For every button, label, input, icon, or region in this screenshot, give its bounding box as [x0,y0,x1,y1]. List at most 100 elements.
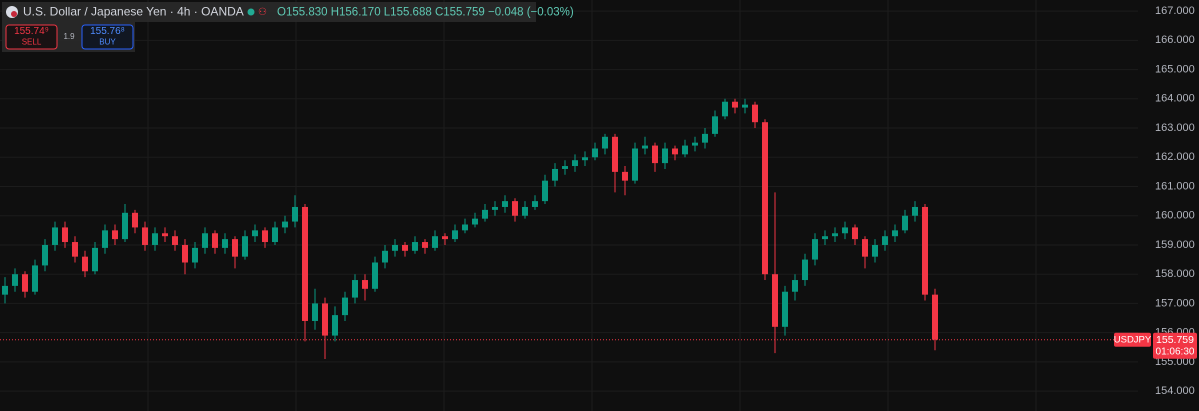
candle-body [612,136,618,172]
market-status[interactable] [247,8,255,16]
candle-body [662,148,668,164]
candle-body [562,166,568,169]
buy-label[interactable]: BUY [99,38,116,47]
price-tag-bg [1153,332,1197,359]
symbol-tag: USDJPY [1114,335,1152,346]
candle-body [252,230,258,237]
candle-body [482,209,488,219]
indicator-icon[interactable]: ⚇ [258,7,267,18]
candle-body [212,233,218,248]
candle-body [862,239,868,257]
candle-body [752,104,758,123]
y-tick-label: 165.000 [1155,63,1195,75]
candle-body [492,206,498,210]
candle-body [412,242,418,251]
candle-body [382,250,388,263]
candle-body [732,101,738,108]
candle-body [652,145,658,164]
candle-body [322,303,328,336]
candle-body [232,239,238,257]
candles [0,98,1138,359]
horizontal-grid [0,10,1138,392]
candle-body [202,233,208,248]
candle-body [932,294,938,340]
candle-body [242,236,248,257]
y-tick-label: 161.000 [1155,180,1195,192]
candle-body [642,145,648,149]
candle-body [222,239,228,248]
y-tick-label: 167.000 [1155,5,1195,17]
candle-body [882,236,888,245]
candle-body [922,206,928,295]
candle-body [902,215,908,231]
candle-body [702,133,708,143]
candle-body [362,280,368,289]
vertical-grid [147,0,1037,411]
spread: 1.9 [63,32,75,41]
y-tick-label: 162.000 [1155,151,1195,163]
candle-body [522,206,528,216]
candle-body [822,236,828,240]
candle-body [152,233,158,245]
symbol-tag-bg [1114,332,1151,347]
candle-body [142,227,148,245]
candle-body [462,224,468,231]
buy-button[interactable] [81,24,134,50]
candle-body [422,242,428,248]
candle-body [102,230,108,248]
symbol-title[interactable]: U.S. Dollar / Japanese Yen · 4h · OANDA [23,5,244,19]
candle-body [832,233,838,237]
candle-body [792,280,798,292]
candle-body [112,230,118,240]
y-tick-label: 166.000 [1155,34,1195,46]
candle-body [372,262,378,289]
legend-header: U.S. Dollar / Japanese Yen · 4h · OANDA … [2,2,574,52]
ohlc-values: O155.830 H156.170 L155.688 C155.759 −0.0… [277,7,574,19]
candle-body [782,291,788,327]
candle-body [602,136,608,149]
candle-body [392,244,398,251]
candle-body [42,244,48,266]
candle-body [332,315,338,336]
candle-body [802,259,808,281]
candle-body [162,233,168,237]
candle-body [272,227,278,243]
buy-price[interactable]: 155.76⁸ [90,26,125,37]
candle-body [262,230,268,243]
candle-body [622,171,628,181]
candle-body [552,168,558,181]
candle-body [172,236,178,245]
candle-body [842,227,848,234]
sell-label[interactable]: SELL [22,38,42,47]
candle-body [302,206,308,321]
y-tick-label: 155.000 [1155,356,1195,368]
candle-body [402,244,408,251]
y-tick-label: 157.000 [1155,297,1195,309]
countdown: 01:06:30 [1156,346,1195,357]
candle-body [582,157,588,161]
candle-body [772,274,778,327]
candle-body [812,239,818,260]
candle-body [892,230,898,237]
y-tick-label: 159.000 [1155,239,1195,251]
candle-body [52,227,58,245]
candle-body [502,201,508,207]
candle-body [532,201,538,207]
candle-body [432,236,438,248]
candle-body [542,180,548,202]
candle-body [282,221,288,228]
y-tick-label: 160.000 [1155,210,1195,222]
candle-body [572,160,578,167]
sell-button[interactable] [5,24,58,50]
candle-body [512,201,518,216]
candle-body [122,212,128,240]
candle-body [852,227,858,240]
y-tick-label: 163.000 [1155,122,1195,134]
candle-body [62,227,68,243]
sell-price[interactable]: 155.74⁹ [14,26,49,37]
candle-body [182,244,188,263]
candle-body [12,274,18,286]
y-tick-label: 154.000 [1155,385,1195,397]
